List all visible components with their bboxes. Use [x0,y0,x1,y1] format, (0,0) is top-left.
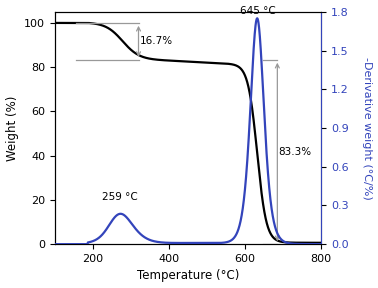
Y-axis label: -Derivative weight (°C/%): -Derivative weight (°C/%) [363,57,372,199]
Text: 645 °C: 645 °C [240,6,276,16]
Text: 83.3%: 83.3% [279,147,311,157]
Text: 16.7%: 16.7% [140,36,173,46]
Text: 259 °C: 259 °C [102,192,137,202]
X-axis label: Temperature (°C): Temperature (°C) [137,270,239,283]
Y-axis label: Weight (%): Weight (%) [6,95,19,161]
